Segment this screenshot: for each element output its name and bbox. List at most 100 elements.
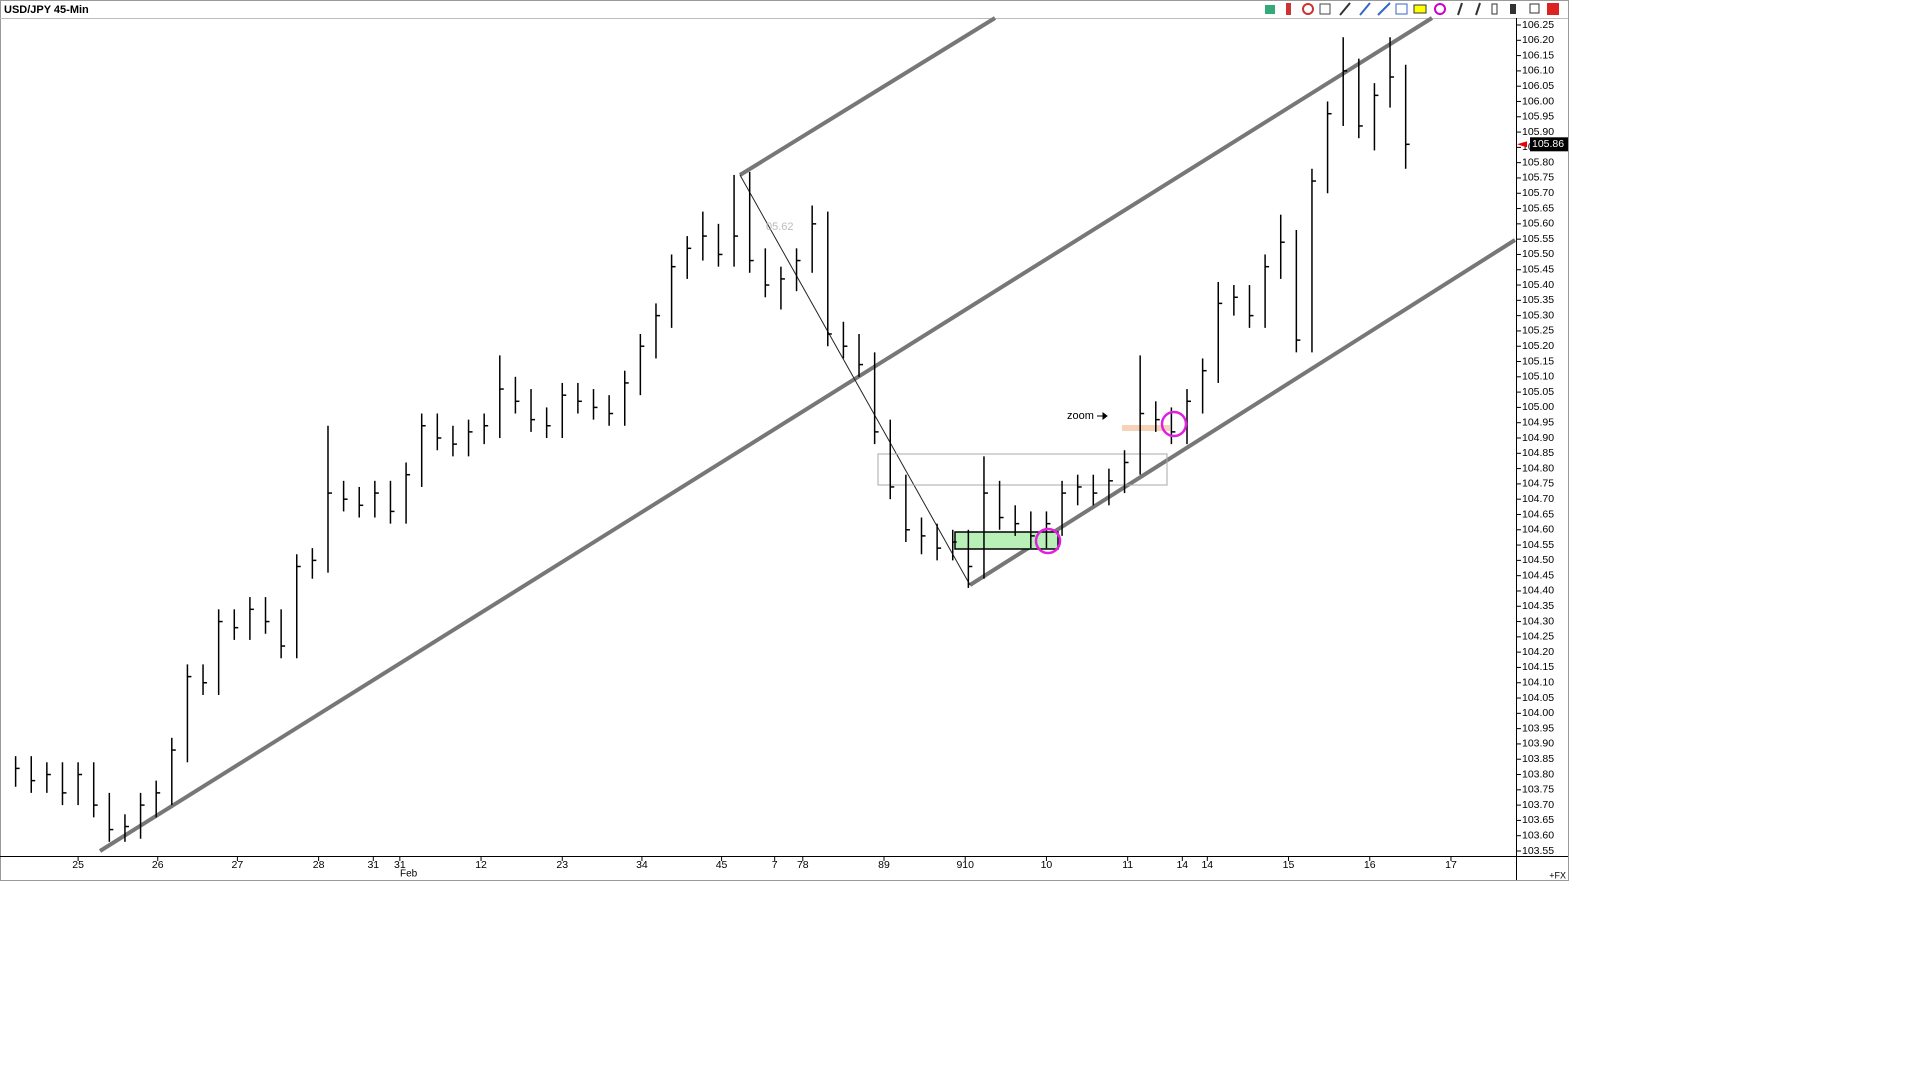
y-tick-label: 103.65 xyxy=(1522,814,1554,826)
channel-line xyxy=(968,238,1517,587)
frame xyxy=(0,0,1569,881)
tool-icon[interactable] xyxy=(1413,4,1427,14)
x-tick-label: 26 xyxy=(152,859,164,871)
tool-icon[interactable] xyxy=(1434,3,1446,15)
tool-icon[interactable] xyxy=(1339,2,1351,16)
y-tick-label: 105.30 xyxy=(1522,309,1554,321)
tool-icon[interactable] xyxy=(1302,3,1314,15)
x-tick-label: 14 xyxy=(1176,859,1188,871)
y-tick-label: 104.20 xyxy=(1522,646,1554,658)
close-button[interactable] xyxy=(1547,3,1559,15)
y-tick-label: 104.15 xyxy=(1522,661,1554,673)
channel-line xyxy=(98,16,1434,853)
last-price-label: 105.86 xyxy=(1532,138,1564,150)
tool-icon[interactable] xyxy=(1319,3,1331,15)
y-tick-label: 104.05 xyxy=(1522,692,1554,704)
x-tick-label: 15 xyxy=(1283,859,1295,871)
annotation: 05.62 xyxy=(766,221,794,233)
y-tick-label: 103.70 xyxy=(1522,799,1554,811)
highlight-box xyxy=(1122,425,1170,431)
x-sublabel: Feb xyxy=(400,869,418,880)
y-tick-label: 105.65 xyxy=(1522,202,1554,214)
x-tick-label: 31 xyxy=(394,859,406,871)
y-tick-label: 106.25 xyxy=(1522,19,1554,31)
bars xyxy=(14,37,1410,842)
circle-marks xyxy=(1034,410,1188,555)
tool-icon[interactable] xyxy=(1265,5,1275,14)
zoom-box xyxy=(877,453,1168,486)
trend-line xyxy=(739,174,971,586)
y-tick-label: 106.20 xyxy=(1522,34,1554,46)
y-tick-label: 104.70 xyxy=(1522,493,1554,505)
y-tick-label: 105.20 xyxy=(1522,340,1554,352)
y-tick-label: 103.80 xyxy=(1522,768,1554,780)
x-tick-label: 31 xyxy=(367,859,379,871)
x-tick-label: 7 xyxy=(772,859,778,871)
y-tick-label: 106.10 xyxy=(1522,65,1554,77)
y-tick-label: 105.25 xyxy=(1522,325,1554,337)
x-tick-label: 89 xyxy=(878,859,890,871)
y-tick-label: 106.00 xyxy=(1522,95,1554,107)
tool-icon[interactable] xyxy=(1529,3,1540,14)
y-tick-label: 103.75 xyxy=(1522,784,1554,796)
channel-line xyxy=(738,16,997,177)
tool-icon[interactable] xyxy=(1286,3,1291,15)
corner-label: +FX xyxy=(1549,870,1566,880)
y-tick-label: 104.65 xyxy=(1522,508,1554,520)
y-tick-label: 104.50 xyxy=(1522,554,1554,566)
x-tick-label: 45 xyxy=(716,859,728,871)
tool-icon[interactable] xyxy=(1475,2,1481,16)
x-tick-label: 17 xyxy=(1445,859,1457,871)
x-tick-label: 23 xyxy=(556,859,568,871)
tool-icon[interactable] xyxy=(1395,3,1408,15)
x-tick-label: 14 xyxy=(1201,859,1213,871)
y-tick-label: 104.80 xyxy=(1522,462,1554,474)
y-tick-label: 104.30 xyxy=(1522,615,1554,627)
tool-icon[interactable] xyxy=(1377,2,1391,16)
y-tick-label: 104.10 xyxy=(1522,677,1554,689)
y-tick-label: 105.55 xyxy=(1522,233,1554,245)
y-tick-label: 103.95 xyxy=(1522,722,1554,734)
x-tick-label: 16 xyxy=(1364,859,1376,871)
x-tick-label: 12 xyxy=(475,859,487,871)
x-tick-label: 910 xyxy=(956,859,974,871)
tool-icon[interactable] xyxy=(1359,2,1371,16)
y-tick-label: 104.90 xyxy=(1522,432,1554,444)
toolbar[interactable] xyxy=(1265,2,1559,16)
x-tick-label: 27 xyxy=(232,859,244,871)
y-tick-label: 106.15 xyxy=(1522,49,1554,61)
y-tick-label: 106.05 xyxy=(1522,80,1554,92)
x-tick-label: 34 xyxy=(636,859,648,871)
y-tick-label: 105.75 xyxy=(1522,172,1554,184)
y-tick-label: 105.50 xyxy=(1522,248,1554,260)
y-tick-label: 104.35 xyxy=(1522,600,1554,612)
last-price-arrow xyxy=(1517,141,1527,148)
y-tick-label: 103.85 xyxy=(1522,753,1554,765)
y-tick-label: 105.40 xyxy=(1522,279,1554,291)
tool-icon[interactable] xyxy=(1457,2,1463,16)
tool-icon[interactable] xyxy=(1491,3,1498,15)
y-tick-label: 104.85 xyxy=(1522,447,1554,459)
y-tick-label: 104.45 xyxy=(1522,569,1554,581)
range-box xyxy=(954,531,1059,550)
y-tick-label: 105.35 xyxy=(1522,294,1554,306)
y-tick-label: 104.40 xyxy=(1522,585,1554,597)
x-tick-label: 11 xyxy=(1122,859,1133,871)
y-tick-label: 105.60 xyxy=(1522,218,1554,230)
circle-marker xyxy=(1160,410,1188,438)
chart-title: USD/JPY 45-Min xyxy=(4,4,89,16)
y-tick-label: 104.60 xyxy=(1522,524,1554,536)
x-tick-label: 78 xyxy=(797,859,809,871)
x-tick-label: 28 xyxy=(313,859,325,871)
annotation: zoom xyxy=(1067,410,1094,422)
y-tick-label: 105.70 xyxy=(1522,187,1554,199)
y-tick-label: 103.60 xyxy=(1522,829,1554,841)
y-tick-label: 104.55 xyxy=(1522,539,1554,551)
x-tick-label: 25 xyxy=(72,859,84,871)
y-tick-label: 104.00 xyxy=(1522,707,1554,719)
y-tick-label: 105.90 xyxy=(1522,126,1554,138)
y-tick-label: 103.90 xyxy=(1522,738,1554,750)
tool-icon[interactable] xyxy=(1510,4,1516,14)
